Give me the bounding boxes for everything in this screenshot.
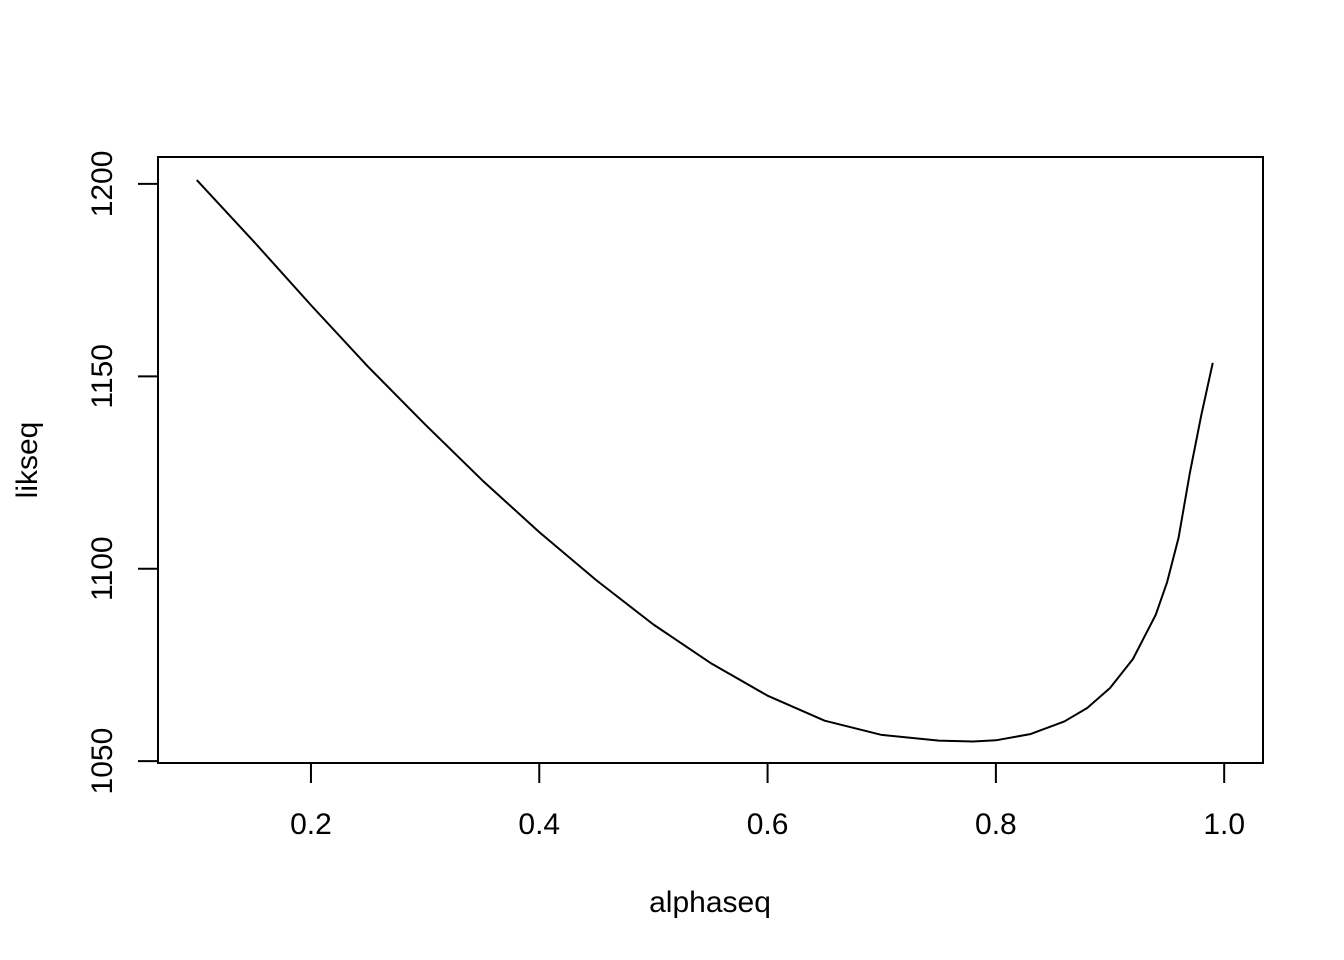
y-axis-title: likseq (11, 422, 44, 499)
x-tick-label: 0.2 (290, 808, 332, 841)
x-tick-label: 0.4 (518, 808, 560, 841)
series-line (196, 179, 1214, 743)
y-tick-label: 1200 (86, 151, 119, 218)
x-axis-title: alphaseq (649, 886, 771, 919)
x-tick-label: 0.6 (747, 808, 789, 841)
y-axis: 1050 1100 1150 1200 (86, 151, 159, 795)
x-tick-label: 0.8 (975, 808, 1017, 841)
y-tick-label: 1100 (86, 536, 119, 601)
y-tick-label: 1050 (86, 728, 119, 795)
x-tick-label: 1.0 (1203, 808, 1245, 841)
y-tick-label: 1150 (86, 344, 119, 409)
x-axis: 0.2 0.4 0.6 0.8 1.0 (290, 762, 1245, 841)
series-layer (196, 179, 1214, 743)
plot-frame (157, 156, 1264, 764)
